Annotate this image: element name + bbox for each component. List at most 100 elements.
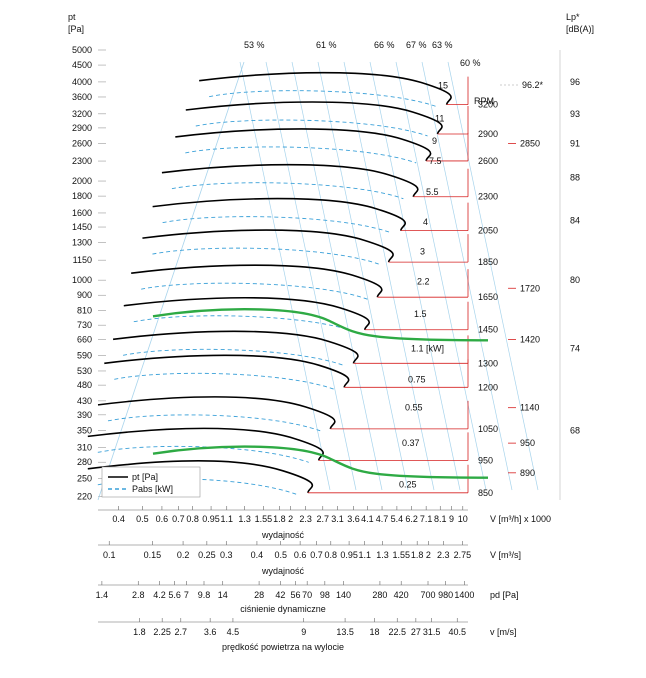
left-tick-label: 4000 [72,77,92,87]
efficiency-line [291,61,383,491]
axis-m3s-tick-label: 0.15 [144,550,162,560]
right-axis-unit: Lp* [566,12,580,22]
rpm-curve [142,229,394,263]
left-tick-label: 480 [77,380,92,390]
highlight-curve [152,445,489,479]
rpm-label: 850 [478,488,493,498]
rpm-label: 2050 [478,226,498,236]
axis-m3h-tick-label: 10 [458,514,468,524]
right-tick-label: 84 [570,215,580,225]
power-label: 0.75 [408,374,426,384]
rpm-label: 2300 [478,192,498,202]
axis-m3h-tick-label: 3.1 [331,514,344,524]
axis-pd-tick-label: 70 [302,590,312,600]
rpm-label: 1650 [478,292,498,302]
axis-pd-tick-label: 28 [254,590,264,600]
rpm-curve [175,128,432,162]
power-curve [114,372,335,390]
axis-m3s-tick-label: 0.4 [251,550,264,560]
axis-m3s-caption: wydajność [261,566,305,576]
axis-m3h-tick-label: 7.1 [420,514,433,524]
rpm-label: 1050 [478,424,498,434]
axis-m3s-tick-label: 1.55 [392,550,410,560]
axis-m3h-tick-label: 0.8 [186,514,199,524]
power-label: 9 [432,136,437,146]
left-axis-unit: pt [68,12,76,22]
efficiency-line [369,61,461,491]
left-tick-label: 430 [77,396,92,406]
axis-pd-tick-label: 56 [290,590,300,600]
axis-m3s-tick-label: 2.75 [454,550,472,560]
axis-m3h-tick-label: 0.95 [202,514,220,524]
right-tick-label: 80 [570,275,580,285]
axis-m3h-tick-label: 1.1 [220,514,233,524]
legend-label: pt [Pa] [132,472,158,482]
axis-pd-tick-label: 42 [275,590,285,600]
axis-pd-tick-label: 14 [218,590,228,600]
axis-v-tick-label: 2.25 [153,627,171,637]
left-tick-label: 1800 [72,191,92,201]
efficiency-line [447,61,539,491]
axis-v-tick-label: 1.8 [133,627,146,637]
axis-m3s-tick-label: 0.25 [198,550,216,560]
axis-pd-tick-label: 2.8 [132,590,145,600]
rpm-label: 1300 [478,358,498,368]
power-label: 2.2 [417,277,430,287]
axis-pd-tick-label: 7 [184,590,189,600]
power-label: 0.37 [402,438,420,448]
left-tick-label: 4500 [72,60,92,70]
legend-box [101,466,201,498]
axis-m3h-tick-label: 2.7 [317,514,330,524]
axis-pd-tick-label: 700 [420,590,435,600]
axis-pd-tick-label: 1.4 [96,590,109,600]
efficiency-line [265,61,357,491]
rpm-curve [104,354,350,388]
axis-v-tick-label: 3.6 [204,627,217,637]
power-label: 7.5 [429,156,442,166]
left-tick-label: 350 [77,425,92,435]
rpm-label: 950 [478,455,493,465]
left-tick-label: 3200 [72,109,92,119]
axis-m3h-tick-label: 6.2 [405,514,418,524]
axis-pd-tick-label: 420 [394,590,409,600]
rpm-label: 3200 [478,100,498,110]
axis-m3h-tick-label: 2.3 [299,514,312,524]
axis-m3h-tick-label: 1.8 [273,514,286,524]
power-label: 3 [420,247,425,257]
rpm-curve [131,264,383,298]
axis-pd-tick-label: 980 [438,590,453,600]
side-label: 950 [520,438,535,448]
efficiency-label: 66 % [374,40,395,50]
rpm-curve [97,396,336,430]
boundary-line [97,61,245,501]
left-tick-label: 900 [77,290,92,300]
left-tick-label: 530 [77,366,92,376]
axis-m3s-label: V [m³/s] [490,550,521,560]
side-label: 1720 [520,283,540,293]
highlight-curve [152,308,489,342]
axis-m3h-label: V [m³/h] x 1000 [490,514,551,524]
axis-v-tick-label: 18 [369,627,379,637]
axis-m3s-tick-label: 2.3 [437,550,450,560]
right-tick-label: 74 [570,344,580,354]
left-tick-label: 220 [77,492,92,502]
axis-v-tick-label: 31.5 [423,627,441,637]
left-tick-label: 590 [77,351,92,361]
legend-label: Pabs [kW] [132,484,173,494]
efficiency-line [421,61,513,491]
left-tick-label: 1450 [72,222,92,232]
rpm-curve [199,71,452,105]
axis-pd-caption: ciśnienie dynamiczne [240,604,326,614]
power-label: 0.55 [405,403,423,413]
axis-m3h-tick-label: 8.1 [434,514,447,524]
right-tick-label: 96 [570,77,580,87]
power-curve [171,182,404,200]
axis-m3h-tick-label: 9 [449,514,454,524]
axis-pd-tick-label: 4.2 [153,590,166,600]
axis-m3h-tick-label: 4.1 [361,514,374,524]
rpm-label: 1850 [478,257,498,267]
right-tick-label: 93 [570,109,580,119]
axis-m3s-tick-label: 1.8 [411,550,424,560]
side-label: 890 [520,468,535,478]
